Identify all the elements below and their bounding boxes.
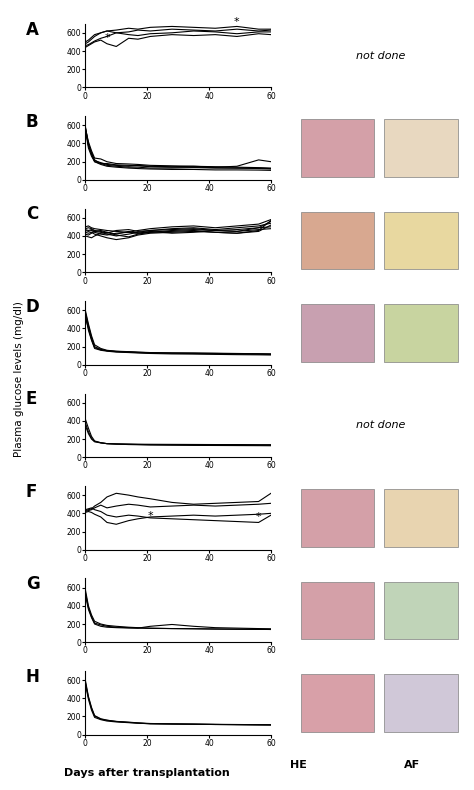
Text: E: E [26,390,37,408]
Text: AF: AF [404,760,420,770]
Text: C: C [26,205,38,224]
FancyBboxPatch shape [384,212,458,269]
Text: not done: not done [356,51,406,61]
FancyBboxPatch shape [301,489,374,547]
FancyBboxPatch shape [384,581,458,639]
FancyBboxPatch shape [301,304,374,362]
Text: Days after transplantation: Days after transplantation [64,768,230,778]
Text: A: A [26,21,39,39]
Text: *: * [256,512,261,521]
Text: HE: HE [290,760,307,770]
FancyBboxPatch shape [301,212,374,269]
FancyBboxPatch shape [301,674,374,732]
Text: F: F [26,483,37,501]
FancyBboxPatch shape [301,581,374,639]
Text: not done: not done [356,420,406,431]
FancyBboxPatch shape [301,119,374,177]
FancyBboxPatch shape [384,674,458,732]
FancyBboxPatch shape [384,304,458,362]
Text: G: G [26,575,40,593]
Text: Plasma glucose levels (mg/dl): Plasma glucose levels (mg/dl) [14,301,24,457]
Text: B: B [26,113,38,131]
Text: D: D [26,298,40,316]
Text: H: H [26,668,40,686]
Text: *: * [147,510,153,521]
Text: *: * [234,17,240,27]
FancyBboxPatch shape [384,489,458,547]
FancyBboxPatch shape [384,119,458,177]
Text: *: * [104,33,110,43]
